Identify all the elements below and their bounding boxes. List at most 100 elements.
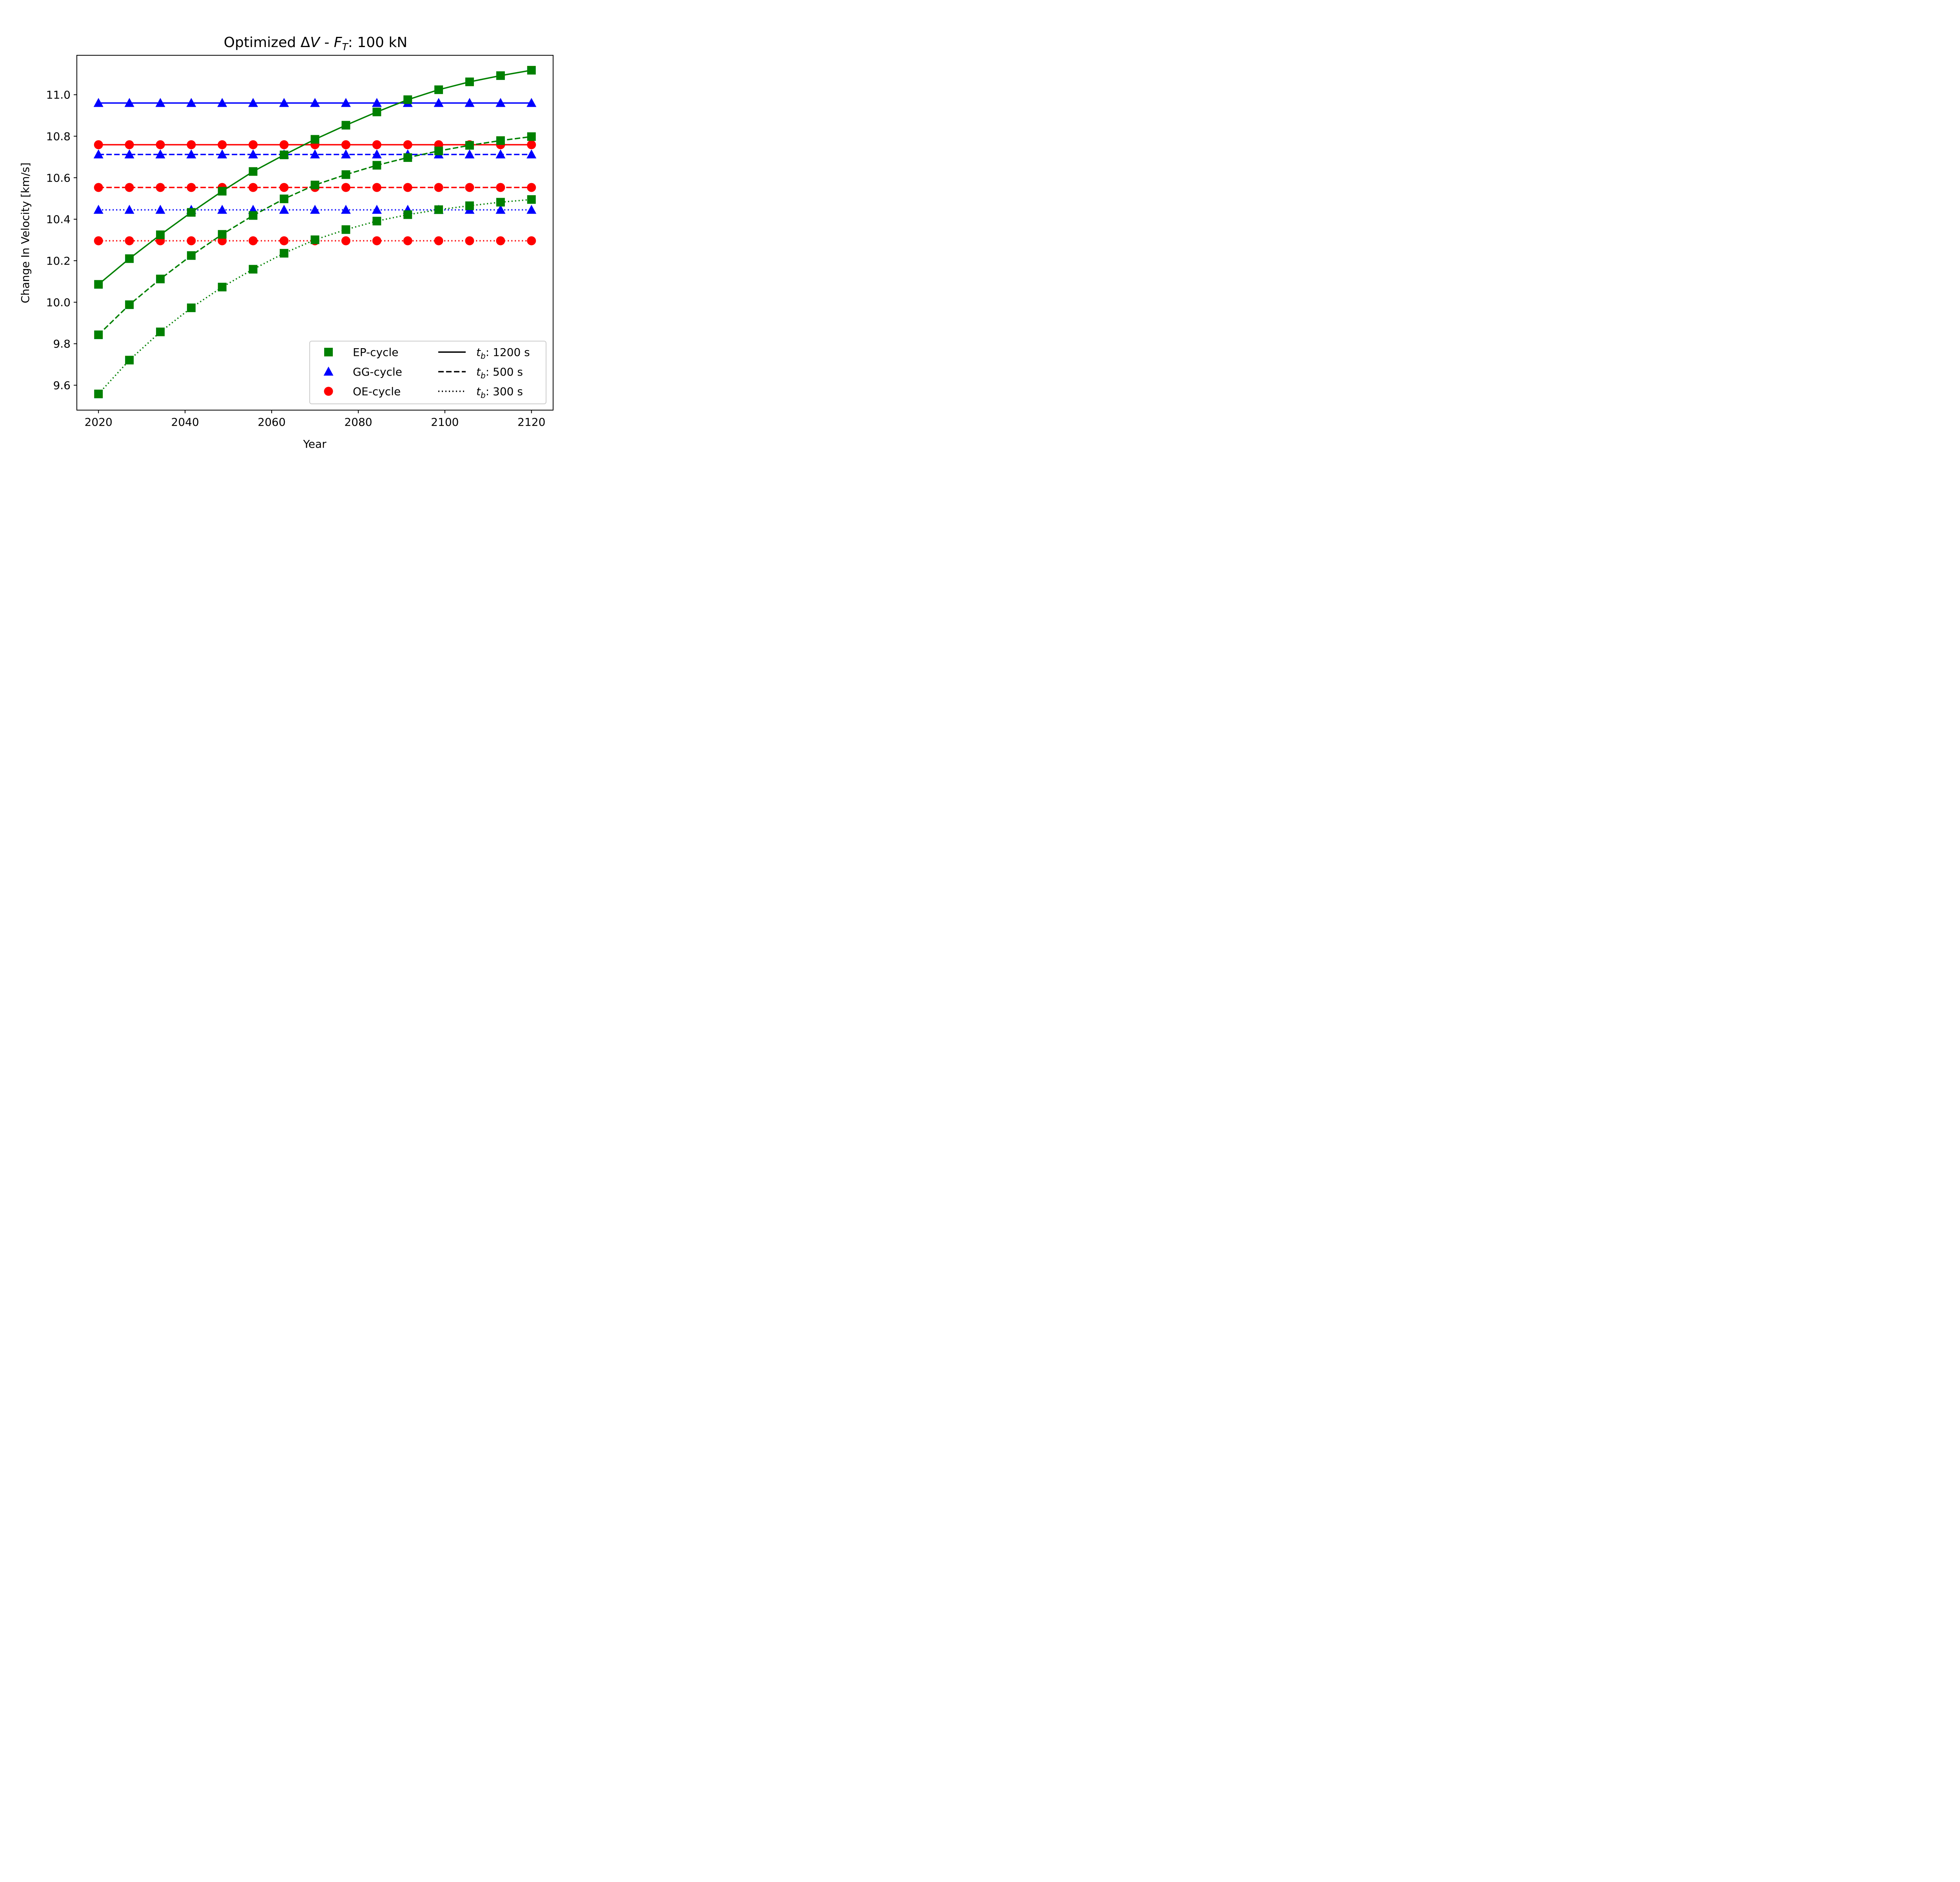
legend-marker-ep-cycle (324, 348, 333, 356)
title-symbol-v: V (310, 35, 321, 51)
data-point (465, 98, 475, 107)
series-gg-cycle-500s (93, 149, 537, 158)
data-point (155, 149, 165, 158)
x-tick-label: 2020 (85, 416, 113, 429)
y-tick-label: 9.6 (53, 379, 71, 392)
data-point (496, 198, 505, 207)
y-tick-label: 10.4 (46, 213, 71, 226)
data-point (187, 251, 196, 260)
data-point (249, 140, 258, 149)
data-point (527, 132, 536, 141)
data-point (218, 140, 227, 149)
data-point (372, 98, 382, 107)
data-point (434, 236, 443, 245)
data-point (527, 183, 536, 192)
data-point (403, 153, 412, 162)
data-point (93, 98, 103, 107)
legend-label: EP-cycle (353, 346, 398, 359)
data-point (218, 283, 227, 292)
legend-label: tb: 300 s (476, 385, 523, 400)
y-tick-label: 10.2 (46, 254, 71, 267)
data-point (125, 236, 134, 245)
legend-subscript: b (481, 351, 486, 361)
title-separator: - (320, 35, 334, 51)
y-tick-label: 10.0 (46, 296, 71, 309)
data-point (156, 183, 165, 192)
data-point (124, 205, 134, 214)
data-point (217, 149, 227, 158)
data-point (372, 107, 381, 116)
legend-box (309, 341, 546, 404)
data-point (341, 236, 350, 245)
data-point (310, 135, 319, 144)
x-tick-label: 2120 (517, 416, 545, 429)
data-point (527, 195, 536, 204)
plot-area (93, 66, 537, 398)
data-point (341, 98, 351, 107)
data-point (495, 98, 506, 107)
data-point (279, 205, 289, 214)
data-point (434, 146, 443, 155)
y-tick-label: 9.8 (53, 338, 71, 351)
data-point (187, 140, 196, 149)
data-point (434, 205, 443, 214)
data-point (248, 98, 258, 107)
data-point (341, 149, 351, 158)
data-point (279, 98, 289, 107)
data-point (527, 66, 536, 75)
data-point (434, 98, 444, 107)
data-point (403, 236, 412, 245)
legend-label: tb: 500 s (476, 365, 523, 380)
data-point (403, 210, 412, 219)
data-point (94, 330, 103, 339)
data-point (372, 140, 381, 149)
data-point (249, 211, 258, 220)
data-point (495, 149, 506, 158)
data-point (341, 140, 350, 149)
data-point (93, 205, 103, 214)
legend-label: OE-cycle (353, 385, 401, 398)
data-point (495, 205, 506, 214)
y-tick-label: 11.0 (46, 89, 71, 102)
series-gg-cycle-1200s (93, 98, 537, 107)
data-point (403, 95, 412, 104)
data-point (94, 280, 103, 289)
title-value: : 100 kN (348, 35, 408, 51)
series-line (98, 136, 532, 336)
data-point (249, 167, 258, 176)
data-point (372, 149, 382, 158)
data-point (124, 149, 134, 158)
data-point (218, 230, 227, 239)
data-point (465, 236, 474, 245)
data-point (93, 149, 103, 158)
series-oe-cycle-300s (94, 236, 536, 245)
data-point (187, 303, 196, 312)
data-point (125, 300, 134, 309)
data-point (125, 254, 134, 263)
data-point (496, 71, 505, 80)
data-point (279, 194, 289, 203)
data-point (248, 149, 258, 158)
data-point (496, 136, 505, 145)
data-point (403, 140, 412, 149)
data-point (186, 98, 196, 107)
data-point (279, 249, 289, 258)
data-point (249, 183, 258, 192)
data-point (125, 183, 134, 192)
data-point (124, 98, 134, 107)
data-point (372, 236, 381, 245)
x-tick-label: 2060 (258, 416, 285, 429)
legend-symbol: t (476, 346, 481, 359)
data-point (249, 236, 258, 245)
axes-frame (76, 55, 554, 411)
x-tick-label: 2100 (431, 416, 459, 429)
legend-subscript: b (481, 371, 486, 380)
legend-value: : 300 s (486, 385, 523, 398)
data-point (372, 183, 381, 192)
data-point (186, 149, 196, 158)
data-point (526, 98, 537, 107)
data-point (310, 205, 320, 214)
data-point (465, 141, 474, 150)
data-point (310, 149, 320, 158)
